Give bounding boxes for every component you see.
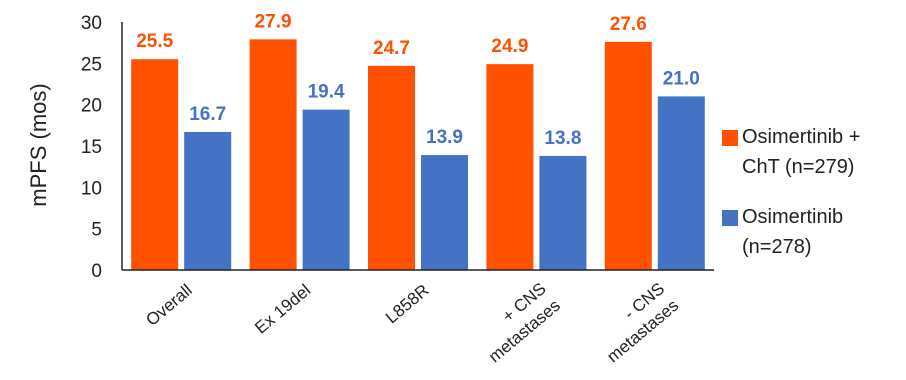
bar-osimertinib (302, 109, 350, 270)
category-label: + CNSmetastases (471, 279, 564, 366)
category-label-line: Ex 19del (251, 281, 314, 338)
y-tick-label: 5 (91, 220, 102, 241)
category-labels: Overall Ex 19del L858R + CNSmetastases - CNS… (142, 279, 682, 366)
data-label: 13.8 (544, 128, 581, 149)
bar-osimertinib-cht (486, 64, 534, 270)
category-label: - CNSmetastases (589, 279, 682, 366)
legend-swatch-osimertinib-cht (722, 130, 738, 146)
data-label: 25.5 (136, 31, 173, 52)
bar-osimertinib (421, 155, 468, 270)
bar-osimertinib-cht (604, 41, 652, 271)
y-tick-label: 10 (81, 178, 102, 199)
bars (131, 39, 705, 271)
legend-label-line-1: Osimertinib + (742, 126, 861, 148)
y-tick-label: 20 (81, 96, 102, 117)
y-tick-label: 25 (81, 54, 102, 75)
data-label: 21.0 (663, 68, 700, 89)
bar-osimertinib-cht (131, 59, 179, 271)
y-axis-label: mPFS (mos) (26, 83, 51, 206)
y-axis-ticks: 0 5 10 15 20 25 30 (81, 13, 102, 282)
bar-osimertinib (539, 155, 587, 270)
y-tick-label: 30 (81, 13, 102, 34)
category-label: L858R (382, 281, 433, 328)
legend-label-line-1: Osimertinib (742, 206, 844, 228)
data-label: 19.4 (308, 82, 345, 103)
legend-item-osimertinib-cht: Osimertinib + ChT (n=279) (722, 122, 902, 186)
y-tick-label: 15 (81, 137, 102, 158)
category-label-line: Overall (142, 281, 195, 330)
category-label: Overall (142, 281, 195, 330)
category-label-line: L858R (382, 281, 433, 328)
data-label: 24.9 (491, 36, 528, 57)
legend-label-line-2: (n=278) (742, 236, 812, 258)
bar-osimertinib (184, 131, 232, 270)
bar-osimertinib (657, 96, 705, 271)
bar-osimertinib-cht (368, 65, 415, 271)
category-label: Ex 19del (251, 281, 314, 338)
data-labels: 25.5 16.7 27.9 19.4 24.7 13.9 24.9 13.8 27.6 21.0 (136, 11, 700, 149)
data-label: 13.9 (426, 127, 463, 148)
data-label: 27.9 (255, 11, 292, 32)
data-label: 16.7 (189, 104, 226, 125)
data-label: 24.7 (373, 38, 410, 59)
legend-item-osimertinib: Osimertinib (n=278) (722, 202, 902, 266)
legend-swatch-osimertinib (722, 210, 738, 226)
legend-label-line-2: ChT (n=279) (742, 156, 855, 178)
y-tick-label: 0 (91, 261, 102, 282)
bar-osimertinib-cht (249, 39, 297, 270)
data-label: 27.6 (610, 14, 647, 35)
